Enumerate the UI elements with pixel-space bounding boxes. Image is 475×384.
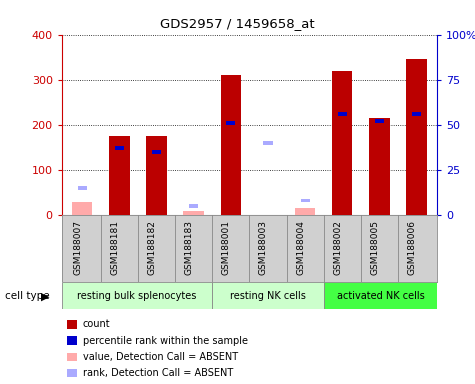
Bar — [369, 118, 389, 215]
Text: GSM188001: GSM188001 — [222, 220, 231, 275]
Bar — [109, 136, 130, 215]
Bar — [72, 202, 93, 215]
Bar — [220, 75, 241, 215]
Text: cell type: cell type — [5, 291, 49, 301]
Text: GSM188004: GSM188004 — [296, 220, 305, 275]
Text: GSM188183: GSM188183 — [185, 220, 194, 275]
Text: resting NK cells: resting NK cells — [230, 291, 306, 301]
Bar — [263, 141, 273, 145]
Bar — [189, 204, 198, 208]
Bar — [183, 210, 204, 215]
Bar — [146, 136, 167, 215]
Bar — [332, 71, 352, 215]
Bar — [412, 112, 421, 116]
Bar — [295, 208, 315, 215]
Text: ▶: ▶ — [41, 291, 49, 301]
Bar — [324, 282, 437, 309]
Text: GSM188006: GSM188006 — [408, 220, 417, 275]
Text: resting bulk splenocytes: resting bulk splenocytes — [77, 291, 197, 301]
Text: GSM188005: GSM188005 — [370, 220, 380, 275]
Text: GSM188003: GSM188003 — [259, 220, 268, 275]
Bar — [226, 121, 236, 125]
Bar — [406, 60, 427, 215]
Bar — [301, 199, 310, 202]
Bar — [375, 119, 384, 123]
Text: rank, Detection Call = ABSENT: rank, Detection Call = ABSENT — [83, 368, 233, 378]
Bar — [62, 282, 212, 309]
Text: activated NK cells: activated NK cells — [337, 291, 425, 301]
Bar — [152, 150, 161, 154]
Text: value, Detection Call = ABSENT: value, Detection Call = ABSENT — [83, 352, 238, 362]
Text: percentile rank within the sample: percentile rank within the sample — [83, 336, 247, 346]
Text: GSM188182: GSM188182 — [148, 220, 156, 275]
Bar — [115, 146, 124, 150]
Text: count: count — [83, 319, 110, 329]
Text: GSM188007: GSM188007 — [73, 220, 82, 275]
Text: GDS2957 / 1459658_at: GDS2957 / 1459658_at — [160, 17, 315, 30]
Bar — [212, 282, 324, 309]
Bar — [77, 186, 87, 190]
Bar — [338, 112, 347, 116]
Text: GSM188002: GSM188002 — [333, 220, 342, 275]
Text: GSM188181: GSM188181 — [110, 220, 119, 275]
